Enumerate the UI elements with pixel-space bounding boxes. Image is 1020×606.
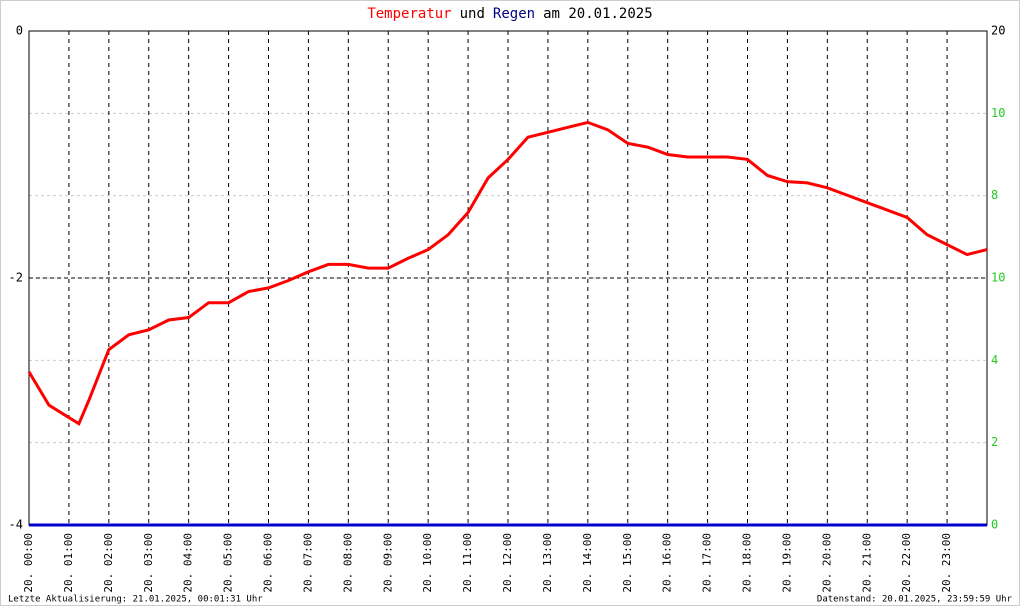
title-part: am 20.01.2025 [543, 6, 653, 22]
x-tick-label: 20. 15:00 [621, 533, 634, 593]
y-tick-label: -4 [9, 518, 23, 532]
footer-right: Datenstand: 20.01.2025, 23:59:59 Uhr [817, 595, 1013, 605]
y2-tick-label: 0 [991, 518, 998, 532]
x-tick-label: 20. 21:00 [860, 533, 873, 593]
x-tick-label: 20. 18:00 [741, 533, 754, 593]
y2-tick-label: 2 [991, 435, 998, 449]
x-tick-label: 20. 12:00 [501, 533, 514, 593]
footer-left: Letzte Aktualisierung: 21.01.2025, 00:01… [8, 595, 263, 605]
y-tick-label: 0 [16, 24, 23, 38]
x-tick-label: 20. 14:00 [581, 533, 594, 593]
title-part: und [460, 6, 485, 22]
x-tick-label: 20. 22:00 [900, 533, 913, 593]
x-tick-label: 20. 06:00 [262, 533, 275, 593]
x-tick-label: 20. 16:00 [661, 533, 674, 593]
x-tick-label: 20. 04:00 [182, 533, 195, 593]
y2-tick-label: 10 [991, 271, 1005, 285]
x-tick-label: 20. 00:00 [22, 533, 35, 593]
x-tick-label: 20. 20:00 [820, 533, 833, 593]
x-tick-label: 20. 08:00 [341, 533, 354, 593]
y2-tick-label: 8 [991, 188, 998, 202]
y2-tick-label: 10 [991, 106, 1005, 120]
x-tick-label: 20. 02:00 [102, 533, 115, 593]
y-tick-label: -2 [9, 271, 23, 285]
chart-title: Temperatur und Regen am 20.01.2025 [367, 6, 652, 22]
x-tick-label: 20. 05:00 [222, 533, 235, 593]
y2-tick-label: 20 [991, 24, 1005, 38]
x-tick-label: 20. 11:00 [461, 533, 474, 593]
y2-tick-label: 4 [991, 353, 998, 367]
x-tick-label: 20. 03:00 [142, 533, 155, 593]
x-tick-label: 20. 17:00 [701, 533, 714, 593]
title-part: Regen [493, 6, 535, 22]
x-tick-label: 20. 13:00 [541, 533, 554, 593]
title-part: Temperatur [367, 6, 451, 22]
x-tick-label: 20. 19:00 [780, 533, 793, 593]
x-tick-label: 20. 07:00 [301, 533, 314, 593]
x-tick-label: 20. 01:00 [62, 533, 75, 593]
series-line [27, 120, 988, 426]
x-tick-label: 20. 09:00 [381, 533, 394, 593]
x-tick-label: 20. 10:00 [421, 533, 434, 593]
x-tick-label: 20. 23:00 [940, 533, 953, 593]
